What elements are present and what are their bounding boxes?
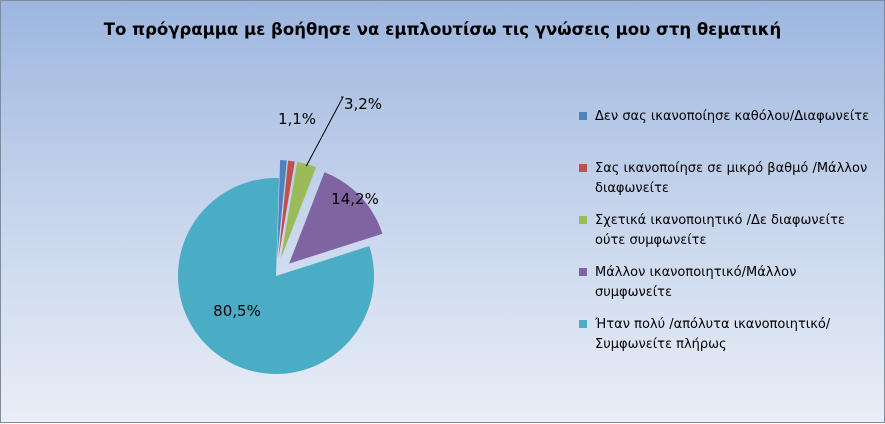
legend: Δεν σας ικανοποίησε καθόλου/Διαφωνείτε Σ… — [579, 107, 879, 367]
legend-swatch — [579, 164, 587, 172]
legend-label: Σας ικανοποίησε σε μικρό βαθμό /Μάλλον δ… — [595, 161, 868, 196]
data-label: 14,2% — [331, 190, 379, 208]
data-label: 80,5% — [213, 302, 261, 320]
chart-title: Το πρόγραμμα με βοήθησε να εμπλουτίσω τι… — [103, 20, 782, 39]
legend-swatch — [579, 320, 587, 328]
legend-item: Σχετικά ικανοποιητικό /Δε διαφωνείτε ούτ… — [579, 211, 879, 263]
legend-item: Δεν σας ικανοποίησε καθόλου/Διαφωνείτε — [579, 107, 879, 159]
legend-swatch — [579, 268, 587, 276]
pie-slice — [177, 178, 374, 375]
legend-label: Δεν σας ικανοποίησε καθόλου/Διαφωνείτε — [595, 109, 870, 124]
data-label: 1,1% — [278, 110, 316, 128]
pie-slice — [289, 172, 383, 264]
leader-line — [305, 96, 344, 167]
legend-item: Σας ικανοποίησε σε μικρό βαθμό /Μάλλον δ… — [579, 159, 879, 211]
legend-label: Ήταν πολύ /απόλυτα ικανοποιητικό/Συμφωνε… — [595, 317, 831, 352]
legend-swatch — [579, 112, 587, 120]
legend-item: Ήταν πολύ /απόλυτα ικανοποιητικό/Συμφωνε… — [579, 315, 879, 367]
data-label: 3,2% — [344, 95, 382, 113]
pie-slice — [277, 160, 287, 259]
legend-label: Σχετικά ικανοποιητικό /Δε διαφωνείτε ούτ… — [595, 213, 845, 248]
pie-slice — [280, 162, 317, 259]
legend-item: Μάλλον ικανοποιητικό/Μάλλον συμφωνείτε — [579, 263, 879, 315]
pie-slice — [278, 160, 295, 259]
legend-swatch — [579, 216, 587, 224]
legend-label: Μάλλον ικανοποιητικό/Μάλλον συμφωνείτε — [595, 265, 797, 300]
